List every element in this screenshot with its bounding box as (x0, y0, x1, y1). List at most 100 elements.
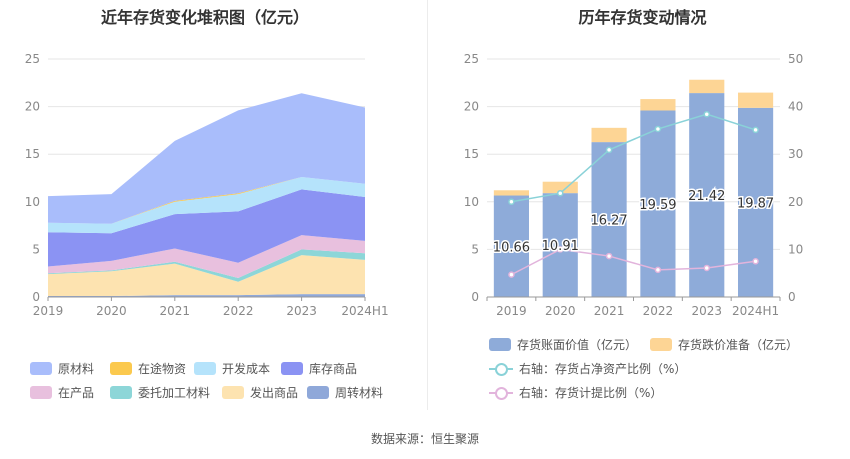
area-在产品 (48, 235, 365, 278)
legend-item-in-transit[interactable]: 在途物资 (110, 360, 186, 377)
left-y-tick-label: 5 (32, 242, 40, 256)
bar-book-value (689, 93, 725, 297)
legend-label: 库存商品 (309, 362, 358, 376)
line-point (508, 271, 515, 278)
area-周转材料 (48, 294, 365, 297)
bar-book-value (542, 193, 578, 297)
left-x-tick-label: 2022 (223, 304, 254, 318)
legend-label: 委托加工材料 (138, 386, 211, 400)
legend-swatch (110, 386, 132, 399)
right-chart-title: 历年存货变动情况 (578, 8, 707, 27)
left-x-tick-label: 2023 (286, 304, 317, 318)
left-y-tick-label: 0 (32, 290, 40, 304)
legend-swatch (194, 362, 216, 375)
legend-item-impairment[interactable]: 存货跌价准备（亿元） (650, 336, 798, 353)
line-右轴：存货计提比例（%） (511, 248, 756, 276)
right-y2-tick-label: 50 (788, 52, 803, 66)
legend-swatch (650, 338, 672, 351)
legend-item-ratio-net-assets[interactable]: 右轴：存货占净资产比例（%） (489, 360, 686, 377)
area-开发成本 (48, 177, 365, 234)
bar-data-label: 16.27 (590, 214, 627, 229)
right-y2-tick-label: 40 (788, 100, 803, 114)
left-y-tick-label: 15 (25, 147, 40, 161)
bar-data-label: 10.66 (493, 240, 530, 255)
panel-divider (427, 0, 428, 410)
left-x-tick-label: 2019 (33, 304, 64, 318)
legend-swatch (30, 386, 52, 399)
legend-line-swatch (489, 362, 513, 376)
legend-label: 周转材料 (335, 386, 384, 400)
legend-item-finished-goods[interactable]: 库存商品 (281, 360, 357, 377)
legend-label: 发出商品 (250, 386, 299, 400)
legend-label: 右轴：存货占净资产比例（%） (519, 362, 687, 376)
legend-item-goods-shipped[interactable]: 发出商品 (222, 384, 298, 401)
legend-label: 原材料 (58, 362, 95, 376)
bar-data-label: 21.42 (688, 189, 725, 204)
line-point (605, 146, 613, 154)
right-x-tick-label: 2020 (545, 304, 576, 318)
line-point (703, 264, 710, 272)
right-y-tick-label: 15 (464, 147, 479, 161)
left-x-tick-label: 2021 (160, 304, 191, 318)
bar-impairment (738, 92, 774, 108)
bar-impairment (493, 190, 529, 196)
right-x-tick-label: 2021 (594, 304, 625, 318)
legend-item-turnover-materials[interactable]: 周转材料 (307, 384, 383, 401)
bar-impairment (640, 99, 676, 111)
legend-swatch (281, 362, 303, 375)
legend-item-development-cost[interactable]: 开发成本 (194, 360, 270, 377)
bar-book-value (591, 142, 627, 297)
bar-book-value (738, 107, 774, 297)
legend-item-book-value[interactable]: 存货账面价值（亿元） (489, 336, 637, 353)
line-point (605, 252, 613, 260)
legend-line-swatch (489, 386, 513, 400)
legend-item-raw-material[interactable]: 原材料 (30, 360, 94, 377)
legend-label: 存货跌价准备（亿元） (678, 338, 799, 352)
data-source: 数据来源：恒生聚源 (370, 432, 479, 446)
line-point (703, 110, 710, 118)
legend-item-wip[interactable]: 在产品 (30, 384, 94, 401)
right-y2-tick-label: 0 (788, 290, 796, 304)
legend-swatch (110, 362, 132, 375)
right-y2-tick-label: 20 (788, 195, 803, 209)
left-y-tick-label: 10 (25, 195, 40, 209)
area-委托加工材料 (48, 249, 365, 282)
bar-impairment (542, 181, 578, 194)
right-x-tick-label: 2019 (496, 304, 527, 318)
line-point (557, 246, 564, 253)
bar-impairment (591, 127, 627, 143)
left-y-tick-label: 20 (25, 100, 40, 114)
legend-label: 存货账面价值（亿元） (517, 338, 638, 352)
bar-data-label: 19.87 (737, 196, 774, 211)
area-原材料 (48, 93, 365, 224)
legend-label: 在途物资 (138, 362, 187, 376)
line-point (508, 198, 515, 206)
left-x-tick-label: 2024H1 (341, 304, 388, 318)
right-y-tick-label: 25 (464, 52, 479, 66)
legend-item-provision-ratio[interactable]: 右轴：存货计提比例（%） (489, 384, 662, 401)
area-库存商品 (48, 189, 365, 267)
legend-label: 在产品 (58, 386, 95, 400)
legend-label: 开发成本 (222, 362, 271, 376)
right-x-tick-label: 2023 (691, 304, 722, 318)
legend-swatch (30, 362, 52, 375)
line-point (654, 266, 662, 274)
right-y-tick-label: 5 (471, 242, 479, 256)
legend-label: 右轴：存货计提比例（%） (519, 386, 663, 400)
left-chart-title: 近年存货变化堆积图（亿元） (100, 8, 309, 27)
legend-swatch (307, 386, 329, 399)
legend-swatch (222, 386, 244, 399)
right-x-tick-label: 2022 (643, 304, 674, 318)
left-y-tick-label: 25 (25, 52, 40, 66)
legend-swatch (489, 338, 511, 351)
right-y-tick-label: 0 (471, 290, 479, 304)
bar-book-value (493, 195, 529, 297)
line-point (752, 126, 759, 134)
line-point (752, 258, 759, 265)
area-发出商品 (48, 255, 365, 297)
right-y2-tick-label: 10 (788, 242, 803, 256)
line-point (557, 189, 564, 197)
right-y-tick-label: 10 (464, 195, 479, 209)
legend-item-consigned-processing[interactable]: 委托加工材料 (110, 384, 210, 401)
